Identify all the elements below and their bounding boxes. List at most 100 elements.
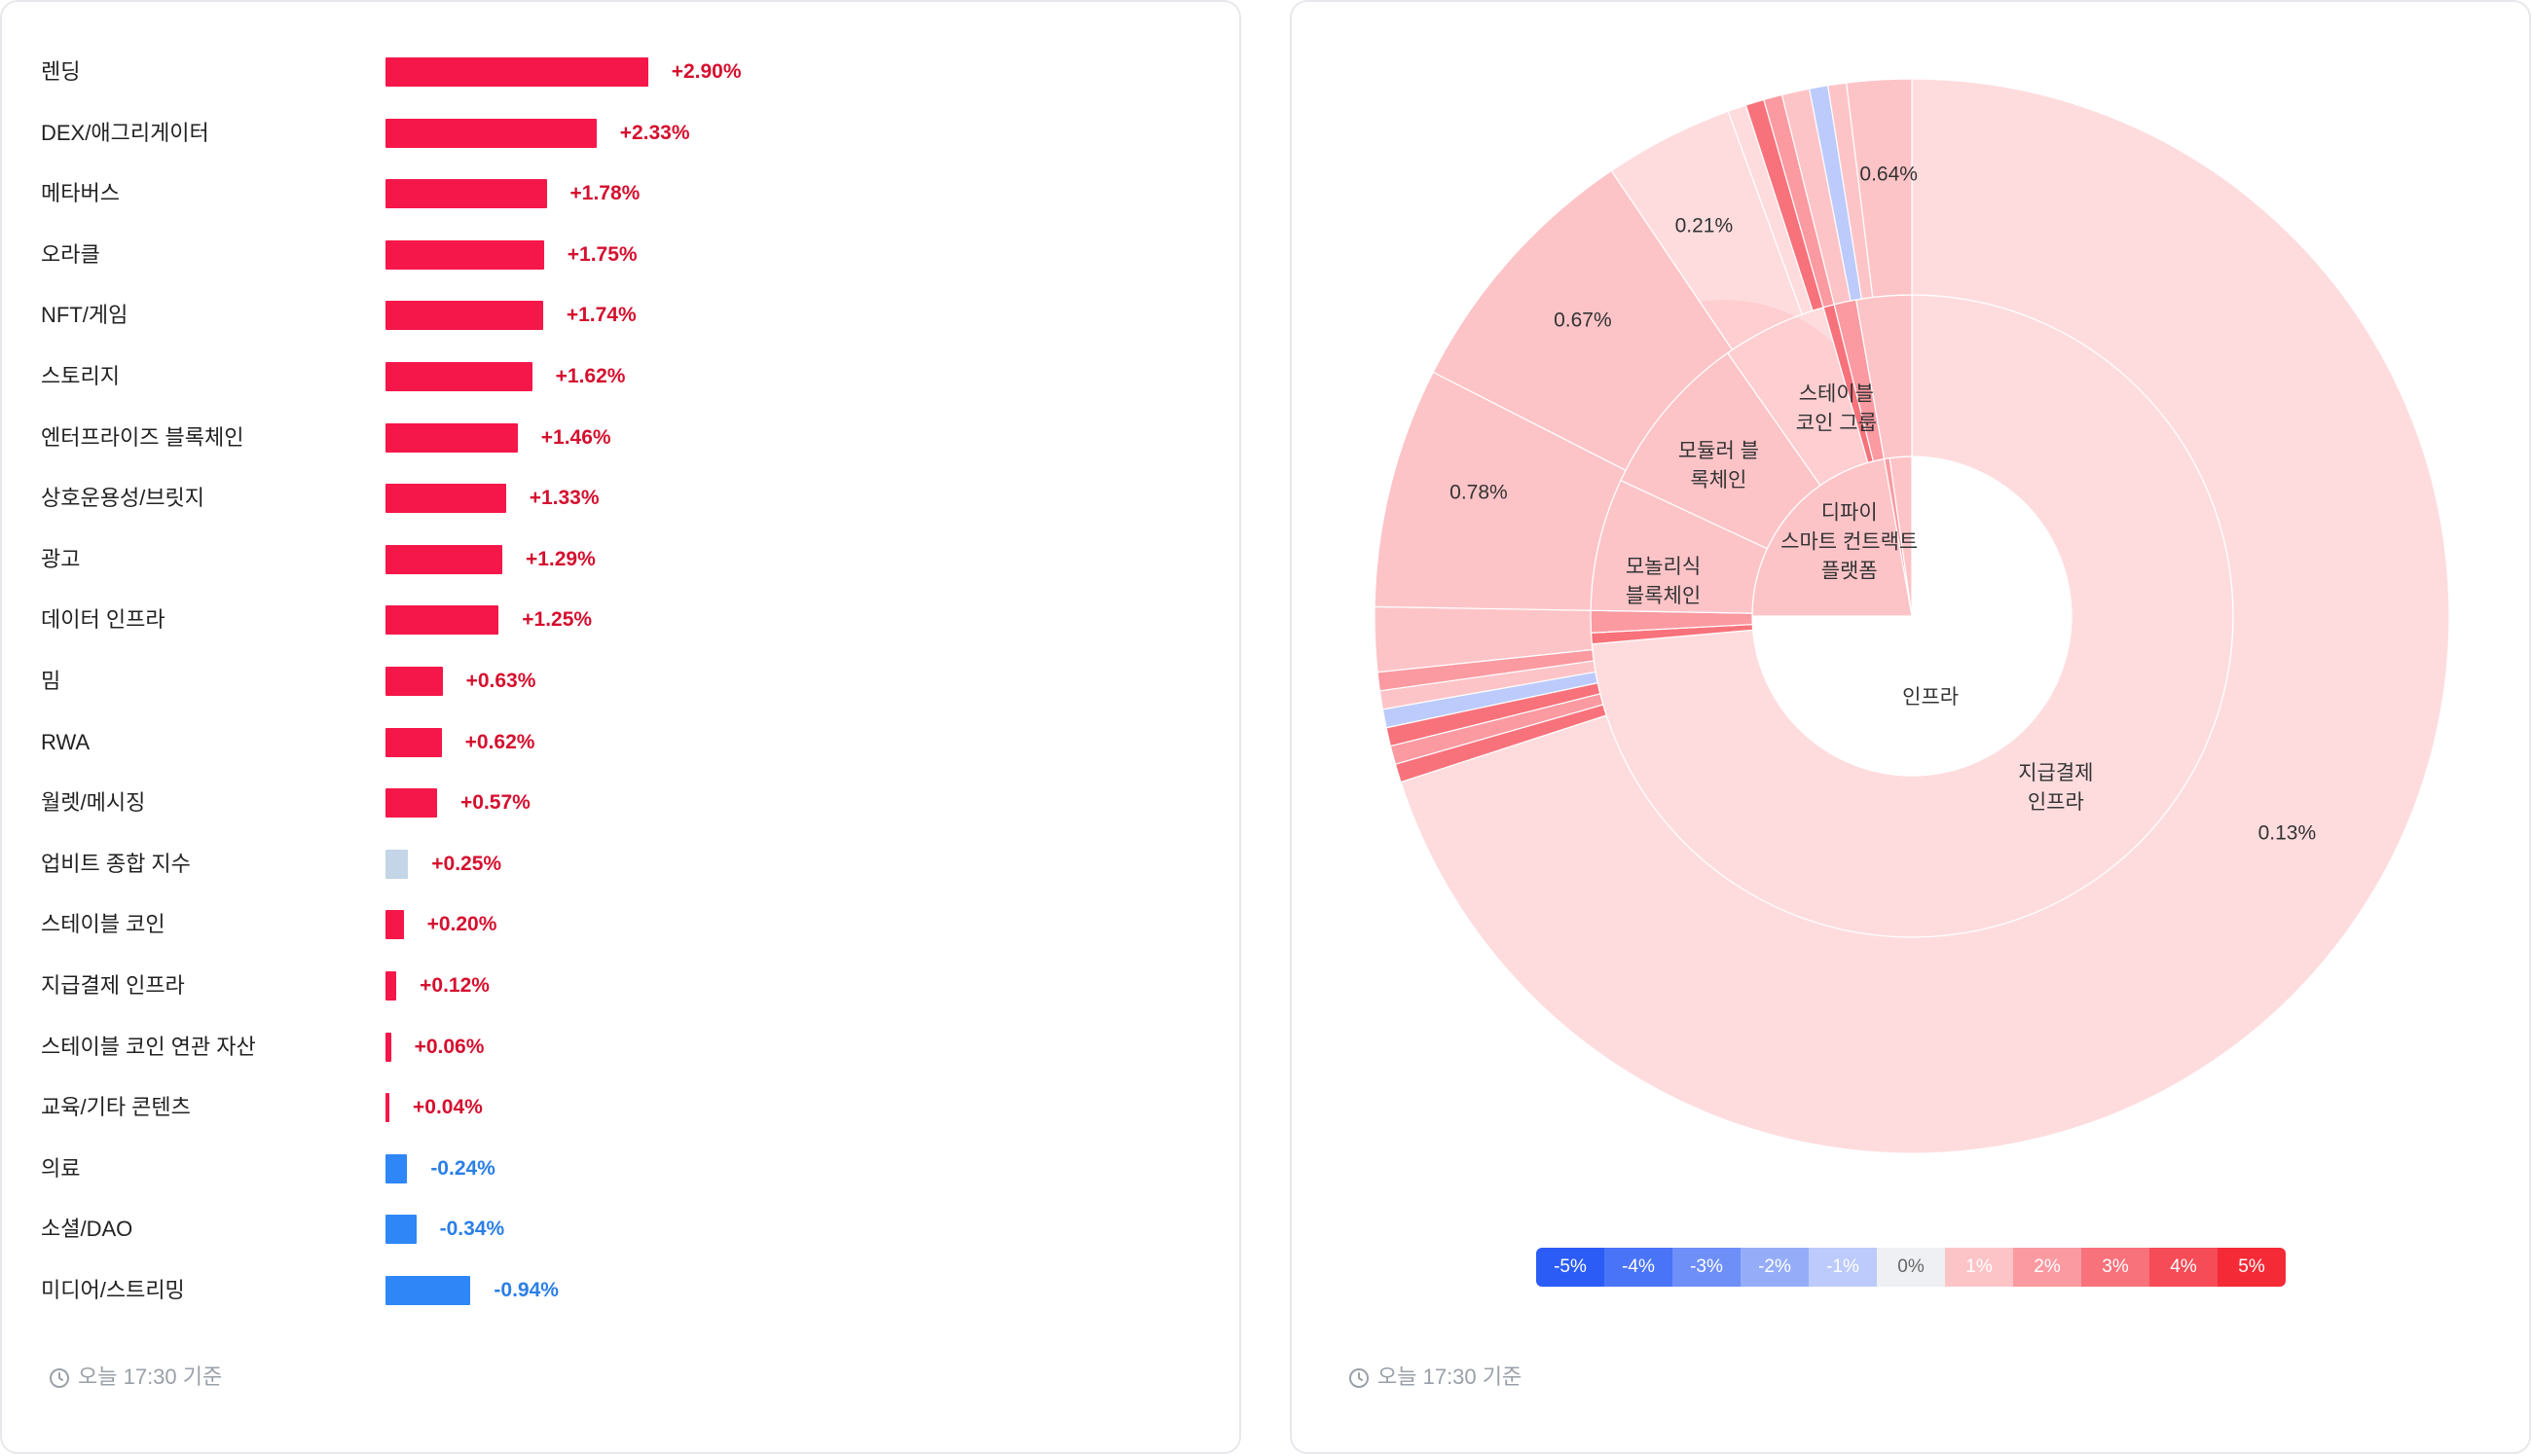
bar-row[interactable]: 의료 -0.24% (2, 1139, 1239, 1199)
bar-value-label: +0.62% (464, 730, 535, 753)
sunburst-label-middle: 지급결제 인프라 (2018, 762, 2093, 814)
bar (385, 910, 404, 940)
bar-value-label: +2.33% (619, 121, 690, 144)
bar-row[interactable]: 스테이블 코인 연관 자산 +0.06% (2, 1017, 1239, 1077)
clock-icon (50, 1368, 69, 1388)
bar-category-label: 업비트 종합 지수 (41, 851, 191, 876)
color-scale-step: -4% (1604, 1248, 1672, 1287)
bar-row[interactable]: 업비트 종합 지수 +0.25% (2, 834, 1239, 894)
bar-row[interactable]: 상호운용성/브릿지 +1.33% (2, 468, 1239, 528)
timestamp-text: 오늘 17:30 기준 (78, 1365, 223, 1389)
bar-row[interactable]: 데이터 인프라 +1.25% (2, 590, 1239, 650)
sector-bar-chart-card: 렌딩 +2.90% DEX/애그리게이터 +2.33% 메타버스 +1.78% 오라클 +1.… (0, 0, 1241, 1454)
sunburst-label-outer: 0.67% (1554, 309, 1612, 332)
bar-value-label: +1.46% (540, 425, 611, 449)
bar-value-label: +0.25% (431, 852, 502, 875)
sunburst-segment-outer[interactable] (1846, 78, 1913, 299)
bar-category-label: 상호운용성/브릿지 (41, 486, 205, 511)
bar-value-label: +0.06% (414, 1035, 485, 1058)
bar (385, 727, 442, 757)
bar (385, 422, 518, 453)
color-scale-step: 2% (2013, 1248, 2081, 1287)
bar-row[interactable]: 오라클 +1.75% (2, 225, 1239, 285)
sunburst-label-middle: 모놀리식 블록체인 (1626, 556, 1701, 607)
bar-value-label: -0.34% (439, 1218, 505, 1241)
bar-row[interactable]: 월렛/메시징 +0.57% (2, 773, 1239, 833)
bar-category-label: RWA (41, 729, 91, 754)
bar-value-label: +0.12% (420, 974, 490, 997)
bar (385, 1093, 389, 1123)
color-scale-step: -5% (1536, 1248, 1604, 1287)
bar-category-label: 데이터 인프라 (41, 607, 165, 633)
bar-category-label: 월렛/메시징 (41, 790, 146, 816)
bar (385, 1215, 417, 1245)
bar-row[interactable]: RWA +0.62% (2, 712, 1239, 773)
color-scale-step: -3% (1672, 1248, 1741, 1287)
bar-value-label: +0.57% (460, 791, 531, 815)
bar-row[interactable]: 소셜/DAO -0.34% (2, 1199, 1239, 1259)
sunburst-label-outer: 0.78% (1449, 481, 1508, 503)
bar (385, 667, 443, 696)
bar-category-label: 오라클 (41, 241, 100, 267)
bar-category-label: 엔터프라이즈 블록체인 (41, 424, 244, 450)
bar-value-label: +1.62% (555, 365, 626, 387)
bar (385, 118, 597, 148)
bar (385, 301, 543, 331)
bar (385, 484, 506, 514)
bar-row[interactable]: 미디어/스트리밍 -0.94% (2, 1260, 1239, 1321)
bar-row[interactable]: 교육/기타 콘텐츠 +0.04% (2, 1077, 1239, 1138)
sunburst-label-middle: 스테이블 코인 그룹 (1796, 383, 1877, 435)
bar-row[interactable]: 스토리지 +1.62% (2, 346, 1239, 407)
bar (385, 239, 544, 270)
bar-category-label: 교육/기타 콘텐츠 (41, 1095, 191, 1120)
bar (385, 362, 532, 391)
bar-row[interactable]: 밈 +0.63% (2, 651, 1239, 711)
sunburst-label-outer: 0.21% (1675, 214, 1734, 237)
bar-value-label: +1.74% (566, 304, 637, 327)
bar-category-label: 스토리지 (41, 364, 120, 388)
bar-category-label: 스테이블 코인 연관 자산 (41, 1034, 256, 1059)
bar-category-label: 의료 (41, 1155, 81, 1181)
bar-row[interactable]: 메타버스 +1.78% (2, 164, 1239, 224)
sector-sunburst-card: 인프라 디파이 스마트 컨트랙트 플랫폼 지급결제 인프라 모놀리식 블록체인 모듈러 블 록체인… (1290, 0, 2531, 1454)
bar-row[interactable]: DEX/애그리게이터 +2.33% (2, 103, 1239, 164)
color-scale-legend: -5% -4% -3% -2% -1% 0% 1% 2% 3% 4% 5% (1536, 1248, 2286, 1287)
bar-category-label: 미디어/스트리밍 (41, 1278, 185, 1302)
bar-value-label: +0.20% (426, 913, 497, 936)
bar-category-label: 소셜/DAO (41, 1217, 133, 1242)
bar (385, 57, 648, 87)
bar-category-label: 지급결제 인프라 (41, 973, 185, 998)
timestamp: 오늘 17:30 기준 (49, 1363, 222, 1392)
bar-value-label: +2.90% (671, 60, 742, 83)
bar-row[interactable]: 광고 +1.29% (2, 529, 1239, 590)
bar-category-label: 메타버스 (41, 181, 120, 206)
bar-value-label: +1.29% (525, 547, 596, 570)
bar-category-label: 밈 (41, 669, 61, 693)
bar-row[interactable]: NFT/게임 +1.74% (2, 285, 1239, 346)
bar-value-label: +0.04% (413, 1096, 483, 1119)
sunburst-label-inner: 인프라 (1902, 686, 1959, 709)
bar-row[interactable]: 렌딩 +2.90% (2, 42, 1239, 102)
bar-value-label: -0.24% (430, 1156, 495, 1180)
bar-category-label: 렌딩 (41, 59, 81, 84)
bar-row[interactable]: 지급결제 인프라 +0.12% (2, 956, 1239, 1016)
bar (385, 179, 547, 209)
bar-value-label: +1.25% (522, 608, 593, 632)
bar-value-label: -0.94% (494, 1279, 559, 1301)
sunburst-segment-outer[interactable] (1400, 78, 2450, 1154)
bar-value-label: +1.78% (569, 182, 641, 205)
color-scale-step: -2% (1741, 1248, 1809, 1287)
color-scale-step: -1% (1809, 1248, 1877, 1287)
color-scale-step: 4% (2149, 1248, 2218, 1287)
bar-category-label: DEX/애그리게이터 (41, 120, 209, 145)
bar (385, 971, 397, 1001)
color-scale-step: 5% (2218, 1248, 2286, 1287)
bar (385, 788, 437, 819)
bar-row[interactable]: 엔터프라이즈 블록체인 +1.46% (2, 408, 1239, 468)
timestamp: 오늘 17:30 기준 (1348, 1363, 1522, 1392)
bar-row[interactable]: 스테이블 코인 +0.20% (2, 894, 1239, 955)
sunburst-label-outer: 0.13% (2258, 822, 2317, 845)
color-scale-step: 0% (1877, 1248, 1945, 1287)
color-scale-step: 3% (2081, 1248, 2149, 1287)
